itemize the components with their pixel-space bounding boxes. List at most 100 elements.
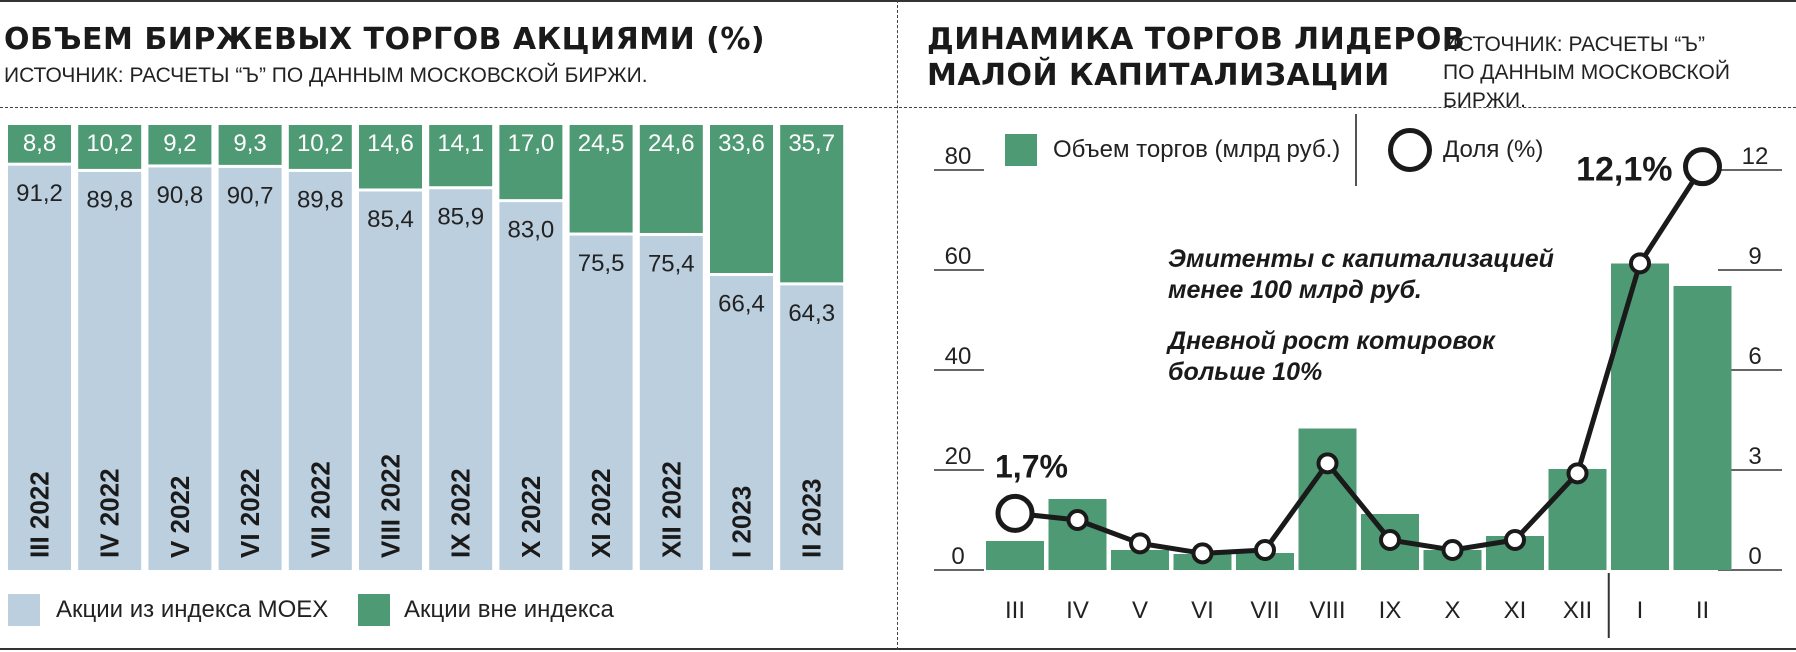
bar-outside-index	[639, 125, 703, 233]
annotation-line3: Дневной рост котировок	[1168, 327, 1495, 355]
bar-index	[148, 167, 212, 570]
volume-bar	[1111, 550, 1169, 570]
bar-label-index: 89,8	[86, 186, 133, 213]
right-axis-label: 9	[1748, 243, 1761, 270]
header-divider	[0, 107, 1796, 108]
bar-index	[639, 235, 703, 570]
legend-label-volume: Объем торгов (млрд руб.)	[1053, 136, 1341, 163]
category-label: VII 2022	[305, 461, 335, 558]
legend-label-outside: Акции вне индекса	[404, 596, 614, 623]
bar-label-outside: 9,3	[233, 130, 266, 157]
bar-index	[499, 202, 563, 570]
bar-label-index: 91,2	[16, 180, 63, 207]
bar-outside-index	[218, 125, 282, 165]
bar-index	[359, 191, 422, 570]
category-label: VIII 2022	[376, 454, 406, 558]
bar-index	[710, 276, 773, 570]
category-label: VI 2022	[235, 468, 265, 558]
share-marker	[1191, 542, 1214, 565]
top-border	[0, 0, 1796, 2]
share-marker	[1254, 539, 1276, 561]
share-marker-highlight	[1683, 147, 1722, 187]
right-chart-source: ИСТОЧНИК: РАСЧЕТЫ “Ъ” ПО ДАННЫМ МОСКОВСК…	[1443, 31, 1796, 115]
bar-outside-index	[8, 125, 71, 163]
category-label: IX 2022	[446, 468, 476, 558]
right-axis-label: 6	[1748, 343, 1761, 370]
left-axis-label: 0	[951, 543, 964, 570]
chart-annotation: Эмитенты с капитализацией менее 100 млрд…	[1168, 244, 1554, 388]
bar-index	[429, 189, 493, 570]
month-label: V	[1132, 597, 1148, 624]
share-marker	[1379, 529, 1401, 551]
month-label: VII	[1250, 597, 1279, 624]
bar-outside-index	[710, 125, 773, 274]
annotation-line1: Эмитенты с капитализацией	[1168, 245, 1554, 273]
category-label: III 2022	[25, 471, 55, 558]
bar-label-outside: 33,6	[718, 130, 765, 157]
bar-outside-index	[148, 125, 212, 165]
callout-first: 1,7%	[995, 448, 1068, 484]
month-label: XII	[1563, 597, 1592, 624]
bar-label-outside: 17,0	[508, 130, 555, 157]
bar-index	[780, 285, 844, 570]
bottom-border	[0, 648, 1796, 650]
bar-index	[569, 235, 633, 570]
legend-swatch-outside	[358, 594, 390, 626]
bar-label-index: 85,9	[437, 204, 484, 231]
right-source-line2: ПО ДАННЫМ МОСКОВСКОЙ БИРЖИ.	[1443, 61, 1730, 112]
volume-bar	[1236, 553, 1294, 570]
right-chart-title: ДИНАМИКА ТОРГОВ ЛИДЕРОВ МАЛОЙ КАПИТАЛИЗА…	[927, 22, 1465, 94]
bar-label-index: 89,8	[297, 186, 344, 213]
legend-divider	[1355, 114, 1357, 186]
right-source-line1: ИСТОЧНИК: РАСЧЕТЫ “Ъ”	[1443, 33, 1705, 56]
bar-label-outside: 24,6	[648, 130, 695, 157]
month-label: IV	[1066, 597, 1089, 624]
right-title-line1: ДИНАМИКА ТОРГОВ ЛИДЕРОВ	[927, 22, 1466, 57]
left-chart-source: ИСТОЧНИК: РАСЧЕТЫ “Ъ” ПО ДАННЫМ МОСКОВСК…	[4, 64, 648, 87]
bar-label-index: 64,3	[788, 300, 835, 327]
bar-label-index: 85,4	[367, 206, 414, 233]
left-axis-label: 20	[945, 443, 972, 470]
right-axis-label: 3	[1748, 443, 1761, 470]
left-axis-label: 60	[945, 243, 972, 270]
bar-label-outside: 10,2	[86, 130, 133, 157]
volume-bar	[1673, 286, 1732, 570]
category-label: II 2023	[797, 478, 827, 558]
left-legend: Акции из индекса MOEX Акции вне индекса	[8, 592, 888, 632]
share-line	[1014, 165, 1705, 556]
bar-outside-index	[359, 125, 422, 189]
left-chart-title: ОБЪЕМ БИРЖЕВЫХ ТОРГОВ АКЦИЯМИ (%)	[4, 22, 766, 57]
share-marker	[1066, 509, 1089, 531]
bar-index	[8, 165, 71, 570]
bar-label-outside: 8,8	[23, 130, 56, 157]
bar-outside-index	[429, 125, 493, 187]
left-axis-label: 80	[945, 143, 972, 170]
volume-bar	[1548, 469, 1607, 570]
bar-label-outside: 14,1	[437, 130, 484, 157]
volume-bar	[1611, 263, 1669, 570]
bar-outside-index	[499, 125, 563, 200]
month-label: III	[1005, 597, 1025, 624]
bar-index	[78, 171, 142, 570]
bar-outside-index	[569, 125, 633, 233]
right-axis-label: 12	[1742, 143, 1769, 170]
right-legend: Объем торгов (млрд руб.) Доля (%)	[1005, 114, 1565, 186]
legend-swatch-volume	[1005, 134, 1037, 166]
share-marker	[1629, 252, 1651, 275]
month-label: VIII	[1309, 597, 1345, 624]
left-stacked-bar-chart: 8,8 91,2 III 2022 10,2 89,8 IV 2022 9,2 90,8 V 2…	[8, 125, 844, 570]
annotation-line4: больше 10%	[1168, 358, 1323, 386]
category-label: XII 2022	[656, 461, 686, 558]
right-axis-label: 0	[1748, 543, 1761, 570]
legend-label-share: Доля (%)	[1443, 136, 1544, 163]
bar-label-outside: 35,7	[788, 130, 835, 157]
left-axis-label: 40	[945, 343, 972, 370]
category-label: I 2023	[727, 486, 757, 558]
month-label: XI	[1504, 597, 1527, 624]
category-label: XI 2022	[586, 468, 616, 558]
volume-bar	[1298, 428, 1357, 570]
bar-label-index: 75,5	[578, 250, 625, 277]
month-label: IX	[1379, 597, 1402, 624]
panel-divider	[897, 0, 898, 650]
